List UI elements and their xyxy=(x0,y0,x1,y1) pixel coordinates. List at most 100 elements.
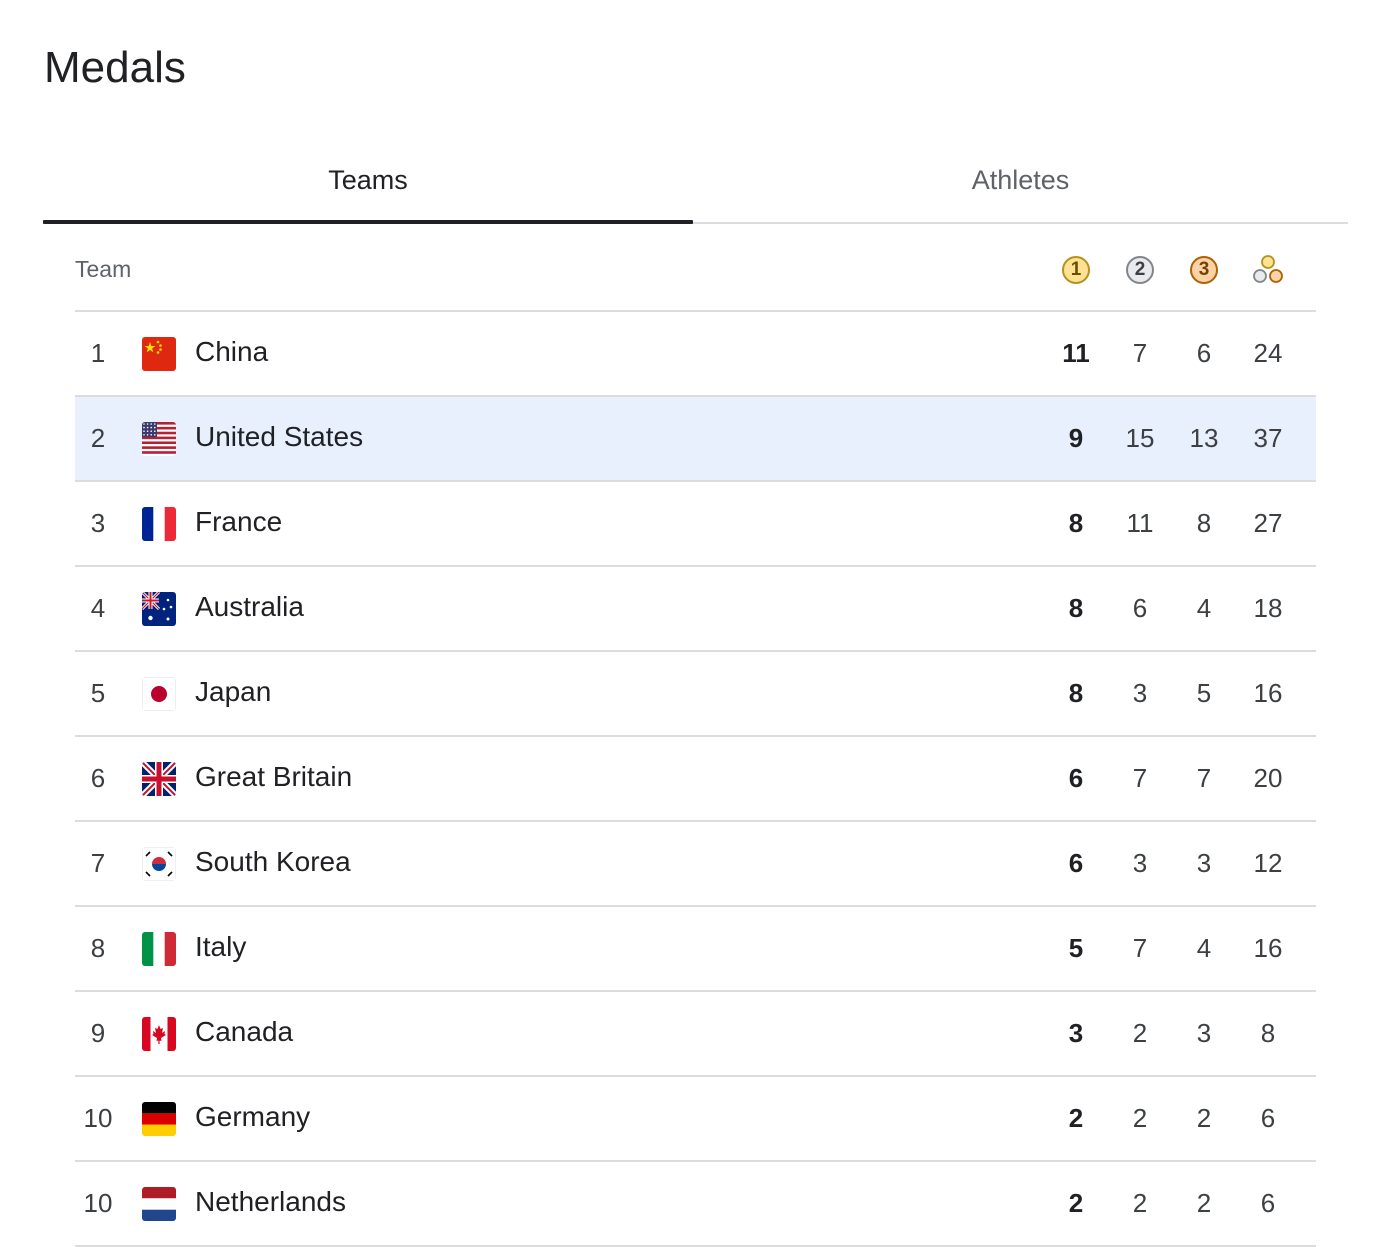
rank-cell: 2 xyxy=(90,423,106,453)
rank-cell: 4 xyxy=(90,593,106,623)
bronze-count: 4 xyxy=(1196,593,1212,623)
total-count: 37 xyxy=(1253,423,1283,453)
table-row[interactable]: 2 United States 9 15 13 37 xyxy=(75,397,1316,482)
australia-flag-icon xyxy=(142,592,176,626)
gold-count: 3 xyxy=(1068,1018,1084,1048)
bronze-medal-glyph: 3 xyxy=(1190,256,1218,284)
table-row[interactable]: 1 China 11 7 6 24 xyxy=(75,312,1316,397)
country-name[interactable]: Germany xyxy=(195,1100,311,1132)
country-name[interactable]: Great Britain xyxy=(195,760,353,792)
total-count: 27 xyxy=(1253,508,1283,538)
total-count: 16 xyxy=(1253,933,1283,963)
bronze-count: 4 xyxy=(1196,933,1212,963)
silver-count: 11 xyxy=(1126,508,1154,538)
gold-count: 11 xyxy=(1062,338,1090,368)
china-flag-icon xyxy=(142,337,176,371)
rank-cell: 1 xyxy=(90,338,106,368)
silver-count: 7 xyxy=(1132,763,1148,793)
country-name[interactable]: France xyxy=(195,505,283,537)
silver-count: 3 xyxy=(1132,848,1148,878)
table-row[interactable]: 6 Great Britain 6 7 7 20 xyxy=(75,737,1316,822)
silver-count: 15 xyxy=(1125,423,1155,453)
rank-cell: 10 xyxy=(83,1103,113,1133)
bronze-count: 3 xyxy=(1196,848,1212,878)
table-row[interactable]: 3 France 8 11 8 27 xyxy=(75,482,1316,567)
tab-bar: Teams Athletes xyxy=(43,140,1348,224)
bronze-count: 2 xyxy=(1196,1188,1212,1218)
gold-medal-glyph: 1 xyxy=(1062,256,1090,284)
italy-flag-icon xyxy=(142,932,176,966)
total-medals-icon[interactable] xyxy=(1250,252,1286,288)
country-name[interactable]: Netherlands xyxy=(195,1185,346,1217)
table-row[interactable]: 7 South Korea 6 3 3 12 xyxy=(75,822,1316,907)
total-count: 24 xyxy=(1253,338,1283,368)
bronze-count: 2 xyxy=(1196,1103,1212,1133)
table-row[interactable]: 10 Netherlands 2 2 2 6 xyxy=(75,1162,1316,1247)
bronze-count: 5 xyxy=(1196,678,1212,708)
table-header: Team 1 2 3 xyxy=(75,228,1316,312)
silver-count: 2 xyxy=(1132,1018,1148,1048)
south-korea-flag-icon xyxy=(142,847,176,881)
page-title: Medals xyxy=(44,43,186,92)
gold-count: 6 xyxy=(1068,848,1084,878)
rank-cell: 10 xyxy=(83,1188,113,1218)
bronze-count: 7 xyxy=(1196,763,1212,793)
gold-medal-icon[interactable]: 1 xyxy=(1058,252,1094,288)
rank-cell: 7 xyxy=(90,848,106,878)
total-count: 8 xyxy=(1260,1018,1276,1048)
silver-count: 7 xyxy=(1132,338,1148,368)
silver-count: 3 xyxy=(1132,678,1148,708)
gold-count: 8 xyxy=(1068,508,1084,538)
table-row[interactable]: 9 Canada 3 2 3 8 xyxy=(75,992,1316,1077)
germany-flag-icon xyxy=(142,1102,176,1136)
usa-flag-icon xyxy=(142,422,176,456)
team-column-header: Team xyxy=(75,256,132,282)
table-row[interactable]: 8 Italy 5 7 4 16 xyxy=(75,907,1316,992)
table-row[interactable]: 5 Japan 8 3 5 16 xyxy=(75,652,1316,737)
bronze-count: 3 xyxy=(1196,1018,1212,1048)
japan-flag-icon xyxy=(142,677,176,711)
table-row[interactable]: 10 Germany 2 2 2 6 xyxy=(75,1077,1316,1162)
silver-medal-glyph: 2 xyxy=(1126,256,1154,284)
rank-cell: 6 xyxy=(90,763,106,793)
country-name[interactable]: Japan xyxy=(195,675,272,707)
gold-count: 2 xyxy=(1068,1103,1084,1133)
netherlands-flag-icon xyxy=(142,1187,176,1221)
total-count: 16 xyxy=(1253,678,1283,708)
canada-flag-icon xyxy=(142,1017,176,1051)
silver-count: 2 xyxy=(1132,1188,1148,1218)
selected-tab-indicator xyxy=(43,220,693,224)
country-name[interactable]: Italy xyxy=(195,930,247,962)
total-count: 18 xyxy=(1253,593,1283,623)
bronze-medal-icon[interactable]: 3 xyxy=(1186,252,1222,288)
medal-table: Team 1 2 3 1 China 11 7 6 24 2 United States 9 15… xyxy=(75,228,1316,1247)
rank-cell: 3 xyxy=(90,508,106,538)
country-name[interactable]: China xyxy=(195,335,269,367)
silver-medal-icon[interactable]: 2 xyxy=(1122,252,1158,288)
bronze-count: 8 xyxy=(1196,508,1212,538)
tab-athletes[interactable]: Athletes xyxy=(971,164,1070,195)
tab-teams[interactable]: Teams xyxy=(328,164,408,195)
france-flag-icon xyxy=(142,507,176,541)
country-name[interactable]: Australia xyxy=(195,590,304,622)
rank-cell: 5 xyxy=(90,678,106,708)
bronze-count: 6 xyxy=(1196,338,1212,368)
great-britain-flag-icon xyxy=(142,762,176,796)
country-name[interactable]: South Korea xyxy=(195,845,351,877)
gold-count: 6 xyxy=(1068,763,1084,793)
table-row[interactable]: 4 Australia 8 6 4 18 xyxy=(75,567,1316,652)
total-count: 20 xyxy=(1253,763,1283,793)
bronze-count: 13 xyxy=(1189,423,1219,453)
silver-count: 6 xyxy=(1132,593,1148,623)
gold-count: 8 xyxy=(1068,678,1084,708)
total-count: 6 xyxy=(1260,1103,1276,1133)
country-name[interactable]: Canada xyxy=(195,1015,294,1047)
silver-count: 7 xyxy=(1132,933,1148,963)
silver-count: 2 xyxy=(1132,1103,1148,1133)
gold-count: 2 xyxy=(1068,1188,1084,1218)
gold-count: 5 xyxy=(1068,933,1084,963)
rank-cell: 9 xyxy=(90,1018,106,1048)
total-count: 6 xyxy=(1260,1188,1276,1218)
gold-count: 9 xyxy=(1068,423,1084,453)
country-name[interactable]: United States xyxy=(195,420,364,452)
